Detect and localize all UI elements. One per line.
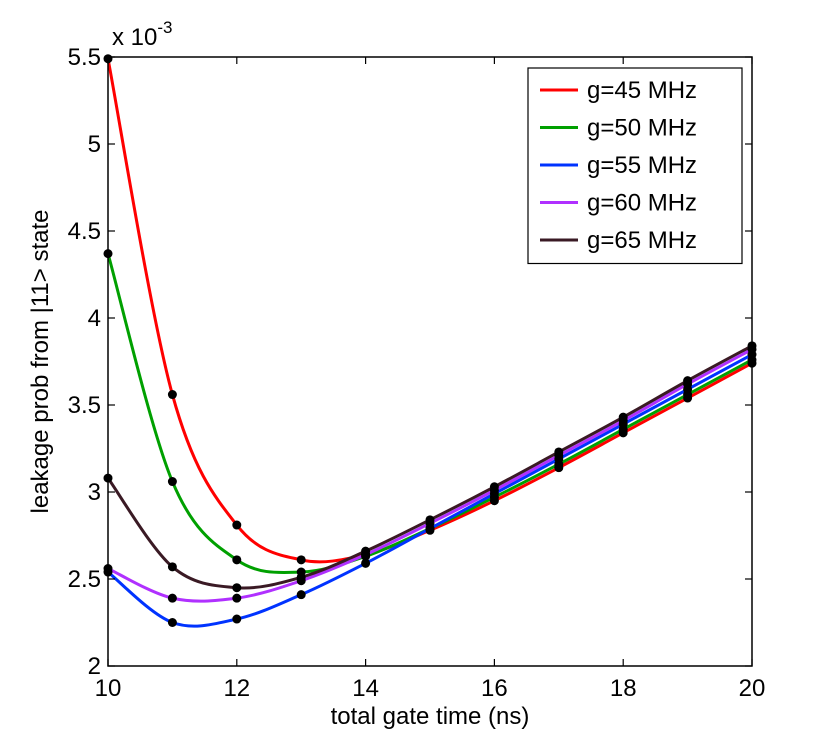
- data-point: [232, 614, 242, 624]
- data-point: [361, 558, 371, 568]
- data-point: [683, 376, 693, 386]
- data-point: [167, 562, 177, 572]
- x-tick-label: 14: [352, 675, 379, 702]
- data-point: [489, 482, 499, 492]
- legend-entry-label: g=45 MHz: [587, 77, 697, 104]
- data-point: [167, 477, 177, 487]
- x-tick-label: 12: [223, 675, 250, 702]
- legend-entry-label: g=55 MHz: [587, 152, 697, 179]
- series-line-1: [106, 253, 753, 574]
- data-point: [232, 583, 242, 593]
- data-point: [296, 590, 306, 600]
- y-axis-multiplier-exponent: -3: [157, 18, 172, 37]
- y-axis-multiplier: x 10-3: [112, 18, 173, 51]
- y-axis-label: leakage prob from |11> state: [27, 210, 54, 514]
- data-point: [618, 412, 628, 422]
- axis-tick-labels: 10 12 14 16 18 20 2 2.5 3 3.5 4 4.5 5 5.5: [68, 44, 766, 702]
- series-line-4: [106, 344, 753, 590]
- y-axis-multiplier-base: x 10: [112, 24, 157, 51]
- series-line-3: [107, 348, 753, 603]
- data-point: [232, 555, 242, 565]
- y-tick-label: 5: [88, 131, 101, 158]
- x-tick-label: 10: [95, 675, 122, 702]
- x-tick-label: 18: [610, 675, 637, 702]
- data-point: [296, 555, 306, 565]
- series-line-2: [107, 353, 753, 628]
- legend-entry-label: g=60 MHz: [587, 190, 697, 217]
- y-tick-label: 2: [88, 653, 101, 680]
- data-point: [167, 618, 177, 627]
- x-axis-label: total gate time (ns): [331, 703, 530, 730]
- legend-entry-label: g=50 MHz: [587, 115, 697, 142]
- data-point: [554, 447, 564, 457]
- x-tick-label: 16: [481, 675, 508, 702]
- y-tick-label: 3: [88, 479, 101, 506]
- data-point: [296, 572, 306, 582]
- data-point: [167, 390, 177, 400]
- y-tick-label: 2.5: [68, 566, 101, 593]
- y-tick-label: 5.5: [68, 44, 101, 71]
- data-point: [232, 593, 242, 603]
- data-point: [167, 593, 177, 603]
- legend: g=45 MHz g=50 MHz g=55 MHz g=60 MHz g=65 MHz: [527, 67, 743, 265]
- axis-ticks: [107, 56, 753, 667]
- plot-frame: [107, 56, 753, 667]
- data-point: [361, 546, 371, 556]
- y-tick-label: 4: [88, 305, 101, 332]
- legend-entry-label: g=65 MHz: [587, 227, 697, 254]
- y-tick-label: 4.5: [68, 218, 101, 245]
- data-point: [425, 515, 435, 525]
- data-point: [232, 520, 242, 530]
- y-tick-label: 3.5: [68, 392, 101, 419]
- x-tick-label: 20: [739, 675, 766, 702]
